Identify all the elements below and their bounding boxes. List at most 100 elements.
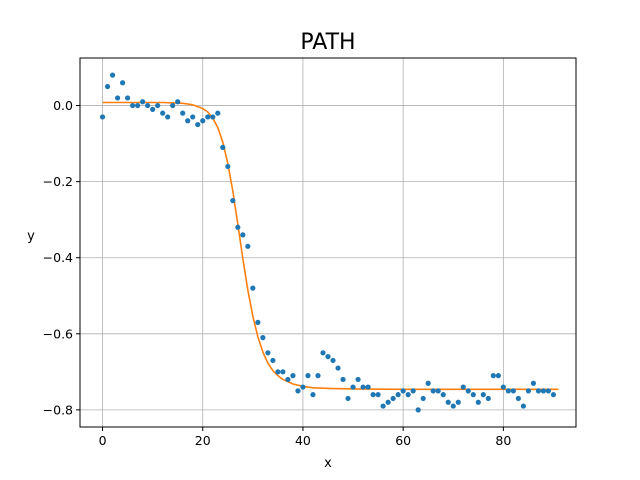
x-tick-label: 80 <box>495 433 511 448</box>
data-point <box>330 357 336 364</box>
data-point <box>345 395 351 402</box>
data-point <box>295 388 301 394</box>
data-point <box>104 83 111 90</box>
data-point <box>350 384 356 390</box>
data-point <box>500 384 506 390</box>
data-point <box>175 99 181 105</box>
data-point <box>380 403 386 409</box>
data-point <box>130 102 136 109</box>
data-point <box>305 373 311 379</box>
data-point <box>99 114 106 120</box>
y-tick-label: −0.4 <box>43 250 73 265</box>
data-point <box>450 403 456 409</box>
data-point <box>265 350 271 356</box>
data-point <box>425 380 431 386</box>
data-point <box>370 392 376 398</box>
data-point <box>315 373 321 379</box>
data-point <box>320 350 326 356</box>
data-point <box>160 110 166 116</box>
data-point <box>510 388 516 394</box>
data-point <box>440 392 446 398</box>
data-point <box>240 232 246 238</box>
data-point <box>535 388 542 394</box>
data-point <box>405 392 411 398</box>
data-point <box>235 224 241 230</box>
data-point <box>114 95 121 101</box>
data-point <box>170 102 176 109</box>
data-point <box>515 395 521 402</box>
data-point <box>119 80 126 86</box>
data-point <box>485 395 491 402</box>
data-point <box>395 392 401 398</box>
x-tick-label: 20 <box>195 433 211 448</box>
data-point <box>540 388 547 394</box>
data-point <box>245 243 251 249</box>
data-point <box>505 388 511 394</box>
data-point <box>250 285 256 291</box>
series-layer <box>99 72 559 413</box>
data-point <box>145 102 151 109</box>
data-point <box>140 99 146 105</box>
data-point <box>445 399 451 405</box>
data-point <box>385 399 391 405</box>
y-tick-label: 0.0 <box>53 98 73 113</box>
data-point <box>165 114 171 120</box>
data-point <box>340 376 346 383</box>
ticks: 0 20 40 60 80 0.0 −0.2 −0.4 −0.6 −0.8 <box>43 98 512 448</box>
data-point <box>400 388 406 394</box>
data-point <box>215 110 221 116</box>
data-point <box>470 392 476 398</box>
x-axis-label: x <box>324 456 332 471</box>
y-axis-label: y <box>27 229 35 244</box>
data-point <box>135 102 141 109</box>
x-tick-label: 60 <box>395 433 411 448</box>
data-point <box>465 388 471 394</box>
data-point <box>260 335 266 341</box>
data-point <box>415 407 421 413</box>
x-tick-label: 0 <box>99 433 107 448</box>
data-point <box>200 118 206 124</box>
chart-title: PATH <box>300 30 355 55</box>
data-point <box>550 392 557 398</box>
data-point <box>480 392 486 398</box>
plot-frame <box>79 57 577 428</box>
data-point <box>375 392 381 398</box>
data-point <box>109 72 116 78</box>
data-point <box>125 95 131 101</box>
data-point <box>360 384 366 390</box>
data-point <box>475 399 481 405</box>
data-point <box>185 118 191 124</box>
data-point <box>270 357 276 364</box>
data-point <box>280 369 286 375</box>
data-point <box>435 388 441 394</box>
data-point <box>155 102 161 109</box>
data-point <box>150 106 156 112</box>
data-point <box>365 384 371 390</box>
data-point <box>195 121 201 128</box>
data-point <box>290 373 296 379</box>
data-point <box>225 163 231 170</box>
data-point <box>180 110 186 116</box>
fit-line <box>102 101 559 391</box>
data-point <box>495 373 501 379</box>
data-point <box>410 388 416 394</box>
data-point <box>530 380 537 386</box>
data-point <box>255 319 261 325</box>
data-point <box>230 198 236 204</box>
data-point <box>210 114 216 120</box>
x-tick-label: 40 <box>295 433 311 448</box>
data-point <box>545 388 552 394</box>
data-point <box>455 399 461 405</box>
data-point <box>460 384 466 390</box>
data-point <box>335 365 341 371</box>
data-point <box>355 376 361 383</box>
data-point <box>300 384 306 390</box>
y-tick-label: −0.8 <box>43 402 73 417</box>
data-point <box>275 369 281 375</box>
data-point <box>525 388 532 394</box>
y-tick-label: −0.6 <box>43 326 73 341</box>
data-point <box>390 395 396 402</box>
data-point <box>220 144 226 150</box>
